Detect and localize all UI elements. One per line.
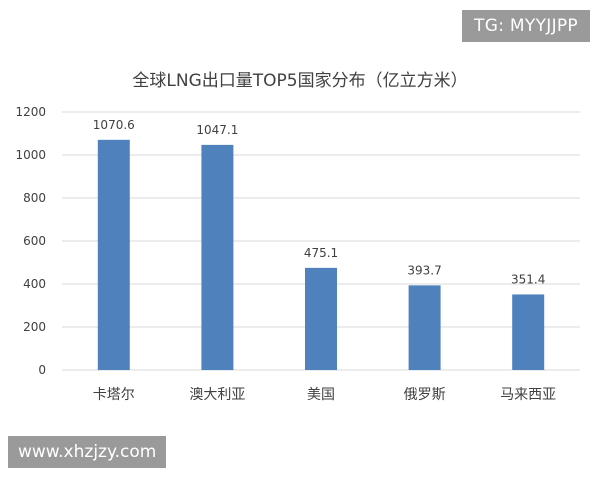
bar (305, 267, 337, 370)
x-category-label: 美国 (307, 387, 335, 403)
bar (97, 139, 130, 370)
x-category-label: 马来西亚 (500, 387, 556, 403)
x-category-label: 澳大利亚 (189, 387, 245, 403)
chart-title: 全球LNG出口量TOP5国家分布（亿立方米） (132, 71, 468, 91)
x-category-label: 俄罗斯 (404, 387, 446, 403)
bar (201, 144, 234, 370)
y-tick-label: 1200 (15, 105, 46, 119)
y-tick-label: 400 (23, 277, 46, 291)
watermark-bottom: www.xhzjzy.com (8, 436, 167, 468)
y-tick-label: 0 (38, 363, 46, 377)
y-axis: 0 200 400 600 800 1000 1200 (15, 105, 46, 377)
bars (97, 139, 545, 370)
x-axis: 卡塔尔 澳大利亚 美国 俄罗斯 马来西亚 (93, 387, 556, 403)
y-tick-label: 800 (23, 191, 46, 205)
data-label: 1047.1 (196, 123, 238, 137)
y-tick-label: 600 (23, 234, 46, 248)
data-labels: 1070.6 1047.1 475.1 393.7 351.4 (93, 118, 546, 287)
x-category-label: 卡塔尔 (93, 387, 135, 403)
data-label: 475.1 (304, 246, 338, 260)
bar (408, 285, 441, 370)
data-label: 351.4 (511, 272, 545, 286)
y-tick-label: 200 (23, 320, 46, 334)
y-tick-label: 1000 (15, 148, 46, 162)
watermark-top: TG: MYYJJPP (462, 10, 590, 42)
data-label: 1070.6 (93, 118, 135, 132)
bar (512, 294, 545, 370)
data-label: 393.7 (407, 263, 441, 277)
